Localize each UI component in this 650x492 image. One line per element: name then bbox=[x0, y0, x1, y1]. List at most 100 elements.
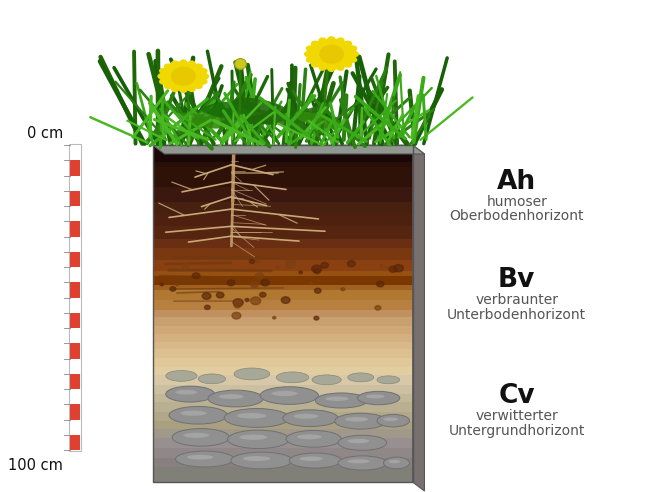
Circle shape bbox=[170, 287, 176, 291]
Circle shape bbox=[192, 273, 200, 278]
Circle shape bbox=[202, 293, 211, 299]
Circle shape bbox=[234, 303, 240, 308]
Bar bbox=[153, 167, 413, 187]
Ellipse shape bbox=[286, 430, 341, 447]
Ellipse shape bbox=[348, 373, 374, 382]
Circle shape bbox=[299, 271, 302, 274]
Circle shape bbox=[380, 265, 383, 267]
Bar bbox=[153, 290, 413, 300]
Ellipse shape bbox=[306, 45, 321, 54]
Ellipse shape bbox=[190, 79, 203, 89]
Bar bbox=[70, 160, 80, 176]
Bar bbox=[70, 420, 80, 435]
Circle shape bbox=[375, 306, 381, 310]
Ellipse shape bbox=[207, 108, 255, 121]
Circle shape bbox=[281, 297, 290, 304]
Ellipse shape bbox=[342, 45, 358, 54]
Ellipse shape bbox=[294, 112, 343, 129]
Bar bbox=[153, 310, 413, 317]
Bar bbox=[153, 385, 413, 394]
Bar bbox=[70, 435, 80, 450]
Ellipse shape bbox=[190, 63, 203, 73]
Bar bbox=[153, 239, 413, 248]
Ellipse shape bbox=[192, 76, 207, 85]
Bar bbox=[69, 144, 81, 451]
Ellipse shape bbox=[171, 61, 182, 72]
Ellipse shape bbox=[283, 106, 321, 128]
Ellipse shape bbox=[260, 387, 318, 404]
Ellipse shape bbox=[276, 372, 309, 383]
Circle shape bbox=[309, 282, 312, 284]
Ellipse shape bbox=[366, 395, 385, 399]
Circle shape bbox=[160, 283, 163, 286]
Bar bbox=[153, 375, 413, 385]
Circle shape bbox=[216, 292, 224, 298]
Ellipse shape bbox=[348, 459, 369, 463]
Ellipse shape bbox=[235, 59, 246, 69]
Circle shape bbox=[185, 264, 188, 266]
Bar bbox=[153, 145, 413, 162]
Ellipse shape bbox=[219, 394, 244, 399]
Ellipse shape bbox=[342, 54, 358, 63]
Ellipse shape bbox=[377, 376, 400, 384]
Bar bbox=[153, 334, 413, 342]
Circle shape bbox=[341, 288, 344, 291]
Ellipse shape bbox=[219, 110, 268, 128]
Ellipse shape bbox=[164, 79, 177, 89]
Ellipse shape bbox=[189, 109, 240, 125]
Polygon shape bbox=[153, 145, 424, 154]
Bar bbox=[70, 389, 80, 404]
Circle shape bbox=[205, 305, 210, 309]
Ellipse shape bbox=[335, 413, 387, 429]
Text: 0 cm: 0 cm bbox=[27, 126, 63, 141]
Circle shape bbox=[232, 312, 240, 319]
Bar bbox=[153, 421, 413, 429]
Bar bbox=[153, 458, 413, 467]
Ellipse shape bbox=[178, 81, 188, 93]
Bar bbox=[153, 280, 413, 290]
Ellipse shape bbox=[171, 81, 182, 92]
Circle shape bbox=[285, 260, 296, 268]
Circle shape bbox=[260, 292, 266, 297]
Circle shape bbox=[394, 265, 404, 272]
Text: verwitterter: verwitterter bbox=[475, 409, 558, 423]
Bar bbox=[153, 467, 413, 482]
Ellipse shape bbox=[283, 410, 338, 427]
Bar bbox=[70, 359, 80, 374]
Circle shape bbox=[182, 264, 189, 269]
Bar bbox=[153, 367, 413, 375]
Ellipse shape bbox=[311, 41, 324, 51]
Bar bbox=[153, 349, 413, 358]
Circle shape bbox=[320, 45, 343, 63]
Ellipse shape bbox=[176, 451, 234, 467]
Ellipse shape bbox=[233, 97, 287, 114]
Ellipse shape bbox=[297, 434, 322, 439]
Circle shape bbox=[321, 262, 328, 268]
Ellipse shape bbox=[300, 457, 323, 461]
Text: verbraunter: verbraunter bbox=[475, 293, 558, 307]
Bar bbox=[153, 300, 413, 310]
Bar bbox=[70, 374, 80, 389]
Ellipse shape bbox=[294, 414, 318, 419]
Bar bbox=[153, 214, 413, 226]
Ellipse shape bbox=[178, 60, 188, 71]
Circle shape bbox=[276, 266, 280, 269]
Bar bbox=[153, 394, 413, 402]
Bar bbox=[153, 342, 413, 349]
Circle shape bbox=[233, 299, 243, 307]
Ellipse shape bbox=[339, 41, 352, 51]
Circle shape bbox=[227, 280, 235, 286]
Bar bbox=[153, 226, 413, 239]
Ellipse shape bbox=[326, 397, 349, 401]
Ellipse shape bbox=[185, 61, 196, 72]
Bar bbox=[70, 176, 80, 191]
Bar bbox=[153, 358, 413, 367]
Ellipse shape bbox=[384, 457, 410, 469]
Ellipse shape bbox=[326, 60, 337, 72]
Ellipse shape bbox=[289, 453, 341, 468]
Ellipse shape bbox=[267, 110, 311, 134]
Bar bbox=[70, 328, 80, 343]
Ellipse shape bbox=[237, 413, 266, 419]
Ellipse shape bbox=[176, 390, 197, 395]
Bar bbox=[153, 248, 413, 260]
